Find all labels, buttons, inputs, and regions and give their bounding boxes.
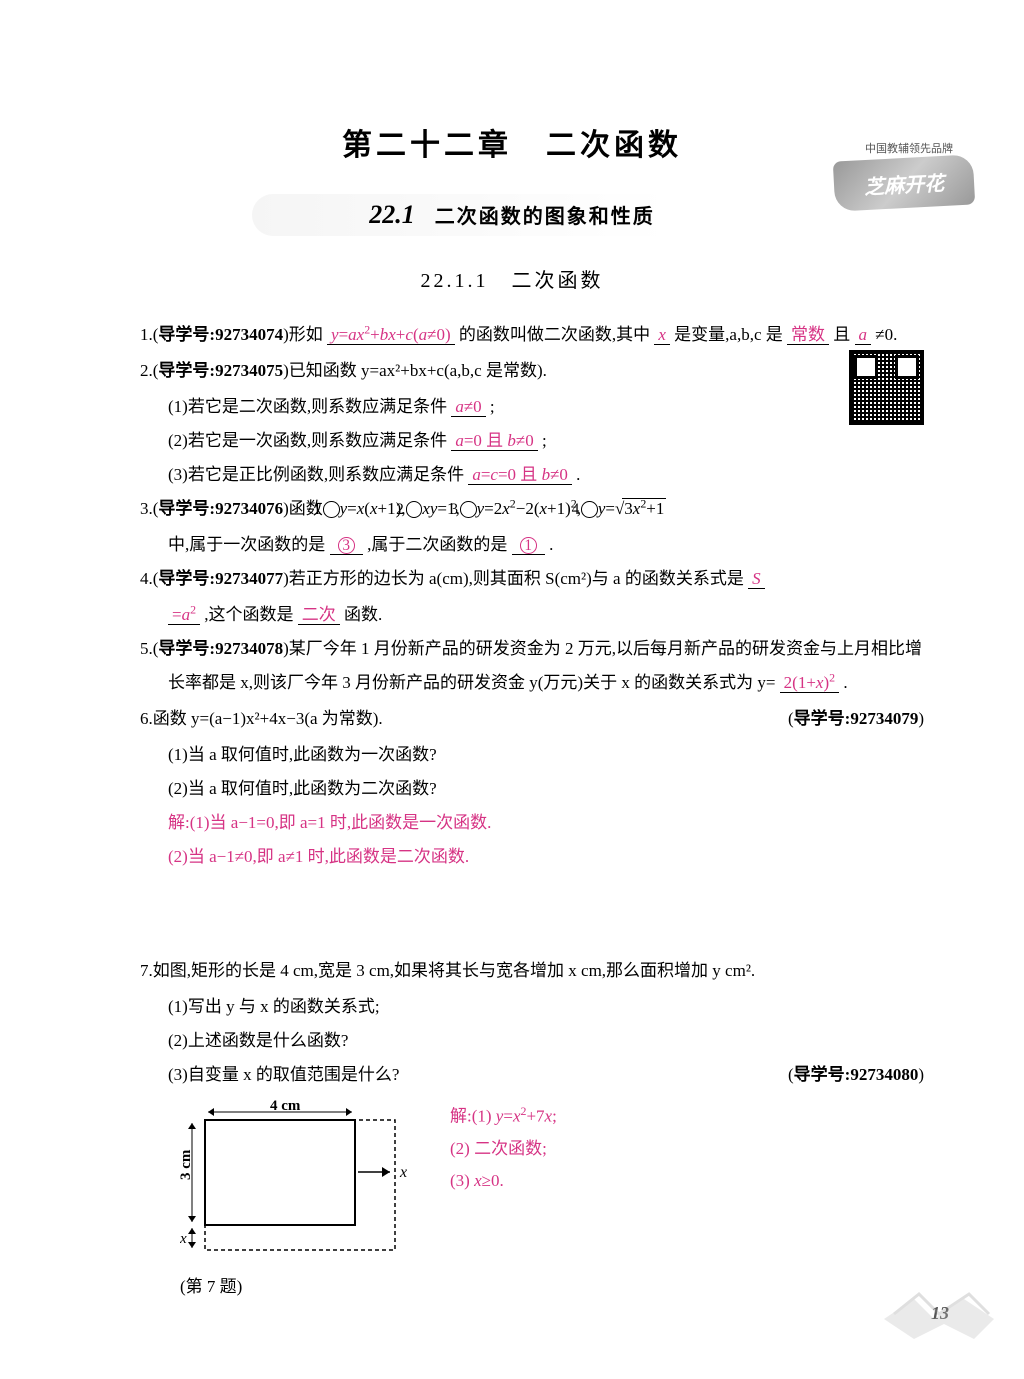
q2-part2: (2)若它是一次函数,则系数应满足条件 a=0 且 b≠0 ; <box>140 424 924 458</box>
q1-ans1: y=ax2+bx+c(a≠0) <box>327 325 455 345</box>
q1-ans2: x <box>654 325 670 345</box>
q4-ans2: 二次 <box>298 605 340 625</box>
q1-ans4: a <box>855 325 872 345</box>
brand-watermark: 中国教辅领先品牌 芝麻开花 <box>834 140 984 210</box>
q6-p2: (2)当 a 取何值时,此函数为二次函数? <box>140 772 924 806</box>
bottom-watermark <box>874 1269 1004 1359</box>
q6-p1: (1)当 a 取何值时,此函数为一次函数? <box>140 738 924 772</box>
q7-p1: (1)写出 y 与 x 的函数关系式; <box>140 990 924 1024</box>
q1-ans3: 常数 <box>787 325 829 345</box>
subsection-heading: 22.1.1 二次函数 <box>0 264 1024 293</box>
question-4: 4.(导学号:92734077)若正方形的边长为 a(cm),则其面积 S(cm… <box>140 562 924 596</box>
label-x-right: x <box>399 1164 407 1181</box>
q6-code: 导学号:92734079 <box>794 709 919 728</box>
q2-ans2: a=0 且 b≠0 <box>451 431 537 451</box>
q2-code: 导学号:92734075 <box>158 361 283 380</box>
qr-code <box>849 350 924 425</box>
brand-logo: 芝麻开花 <box>833 154 975 211</box>
q4-ans1b: =a2 <box>168 605 200 625</box>
q7-diagram-wrap: 4 cm 3 cm x x (第 7 题) <box>180 1100 410 1304</box>
q7-s2: (2) 二次函数; <box>450 1133 557 1165</box>
q7-solution: 解:(1) y=x2+7x; (2) 二次函数; (3) x≥0. <box>450 1100 557 1198</box>
q6-sol1: 解:(1)当 a−1=0,即 a=1 时,此函数是一次函数. <box>140 806 924 840</box>
q7-code: 导学号:92734080 <box>794 1065 919 1084</box>
q6-sol2: (2)当 a−1≠0,即 a≠1 时,此函数是二次函数. <box>140 840 924 874</box>
q7-p3: (导学号:92734080) (3)自变量 x 的取值范围是什么? <box>140 1058 924 1092</box>
label-3cm: 3 cm <box>180 1149 194 1180</box>
q7-diagram-row: 4 cm 3 cm x x (第 7 题) <box>140 1100 924 1304</box>
q2-ans1: a≠0 <box>451 397 485 417</box>
q7-caption: (第 7 题) <box>180 1270 410 1304</box>
q5-ans: 2(1+x)2 <box>780 673 839 693</box>
question-7: 7.如图,矩形的长是 4 cm,宽是 3 cm,如果将其长与宽各增加 x cm,… <box>140 954 924 988</box>
q3-code: 导学号:92734076 <box>158 499 283 518</box>
q2-part3: (3)若它是正比例函数,则系数应满足条件 a=c=0 且 b≠0 . <box>140 458 924 492</box>
q3-line2: 中,属于一次函数的是 3 ,属于二次函数的是 1 . <box>140 528 924 562</box>
question-3: 3.(导学号:92734076)函数1y=x(x+1),2xy=1,3y=2x2… <box>140 492 924 526</box>
label-x-bottom: x <box>180 1231 187 1247</box>
q7-s3: (3) x≥0. <box>450 1165 557 1197</box>
label-4cm: 4 cm <box>270 1100 301 1114</box>
rectangle-diagram-svg: 4 cm 3 cm x x <box>180 1100 410 1270</box>
q5-code: 导学号:92734078 <box>158 639 283 658</box>
content-body: 1.(导学号:92734074)形如 y=ax2+bx+c(a≠0) 的函数叫做… <box>140 318 924 1304</box>
q7-diagram: 4 cm 3 cm x x <box>180 1100 410 1270</box>
question-6: (导学号:92734079) 6.函数 y=(a−1)x²+4x−3(a 为常数… <box>140 702 924 736</box>
question-5: 5.(导学号:92734078)某厂今年 1 月份新产品的研发资金为 2 万元,… <box>140 632 924 700</box>
question-2: 2.(导学号:92734075)已知函数 y=ax²+bx+c(a,b,c 是常… <box>140 354 924 388</box>
q1-code: 导学号:92734074 <box>158 325 283 344</box>
brand-small-text: 中国教辅领先品牌 <box>834 140 984 156</box>
q7-p2: (2)上述函数是什么函数? <box>140 1024 924 1058</box>
section-number: 22.1 <box>369 200 415 230</box>
q7-s1: 解:(1) y=x2+7x; <box>450 1100 557 1133</box>
q3-ans1: 3 <box>330 535 363 555</box>
q4-line2: =a2 ,这个函数是 二次 函数. <box>140 598 924 632</box>
q4-code: 导学号:92734077 <box>158 569 283 588</box>
section-text: 二次函数的图象和性质 <box>435 200 655 229</box>
section-heading: 22.1 二次函数的图象和性质 <box>252 194 772 236</box>
question-1: 1.(导学号:92734074)形如 y=ax2+bx+c(a≠0) 的函数叫做… <box>140 318 924 352</box>
q4-ans1: S <box>748 569 765 589</box>
q3-ans2: 1 <box>512 535 545 555</box>
q2-part1: (1)若它是二次函数,则系数应满足条件 a≠0 ; <box>140 390 924 424</box>
q2-ans3: a=c=0 且 b≠0 <box>468 465 572 485</box>
